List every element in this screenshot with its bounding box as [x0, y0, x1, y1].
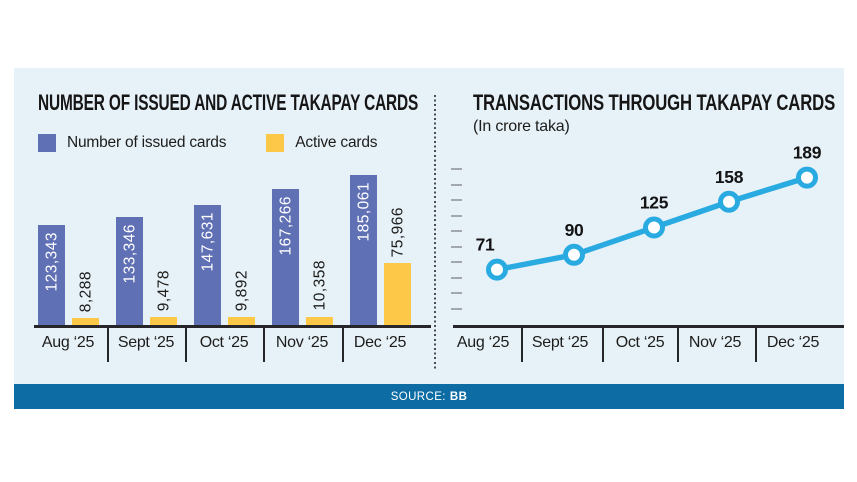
axis-separator-tick — [521, 325, 523, 362]
x-axis-label: Oct ‘25 — [199, 334, 249, 351]
x-axis-label: Sept ‘25 — [531, 334, 589, 351]
legend-item: Active cards — [266, 134, 378, 152]
axis-separator-tick — [263, 325, 265, 362]
bar-plot: 123,343 8,288 133,346 9,478 147,631 9,892 167,… — [29, 170, 419, 325]
bar-group: 133,346 9,478 — [107, 170, 185, 325]
bar-chart-title: NUMBER OF ISSUED AND ACTIVE TAKAPAY CARD… — [38, 90, 419, 115]
data-point-marker — [563, 243, 585, 266]
bar-chart-legend: Number of issued cards Active cards — [38, 134, 378, 152]
y-axis-tick — [451, 245, 462, 248]
axis-separator-tick — [107, 325, 109, 362]
bar-group: 147,631 9,892 — [185, 170, 263, 325]
legend-label: Number of issued cards — [67, 134, 227, 151]
bar-value-label: 123,343 — [42, 232, 60, 292]
legend-swatch — [266, 134, 285, 152]
panel-divider — [434, 95, 436, 369]
axis-separator-tick — [677, 325, 679, 362]
y-axis-tick — [451, 307, 462, 310]
issued-cards-bar — [194, 205, 221, 325]
axis-separator-tick — [602, 325, 604, 362]
y-axis-tick — [451, 261, 462, 263]
x-axis-label: Dec ‘25 — [766, 334, 820, 351]
active-cards-bar — [72, 318, 99, 325]
bar-group: 123,343 8,288 — [29, 170, 107, 325]
y-axis-tick — [451, 292, 462, 294]
line-chart-title: TRANSACTIONS THROUGH TAKAPAY CARDS — [473, 90, 836, 115]
bar-group: 185,061 75,966 — [341, 170, 419, 325]
source-band: SOURCE: BB — [14, 384, 844, 409]
y-axis-tick — [451, 230, 462, 232]
y-axis-tick — [451, 199, 462, 201]
active-cards-bar — [306, 316, 333, 325]
x-axis-label: Aug ‘25 — [41, 334, 95, 351]
axis-separator-tick — [185, 325, 187, 362]
bar-value-label: 9,892 — [232, 269, 250, 311]
data-point-marker — [796, 166, 818, 189]
source-label: SOURCE: — [390, 390, 446, 403]
bar-x-axis-line — [34, 325, 431, 328]
y-axis-tick — [451, 214, 462, 217]
legend-label: Active cards — [295, 134, 378, 151]
x-axis-label: Sept ‘25 — [117, 334, 175, 351]
bar-value-label: 10,358 — [310, 260, 328, 311]
data-point-value-label: 71 — [476, 235, 495, 255]
issued-cards-bar — [116, 216, 143, 325]
legend-swatch — [38, 134, 56, 152]
data-point-value-label: 189 — [793, 143, 822, 163]
line-chart-subtitle: (In crore taka) — [473, 118, 570, 135]
y-axis-tick — [451, 276, 462, 279]
data-point-marker — [486, 258, 508, 281]
axis-separator-tick — [342, 325, 344, 362]
bar-group: 167,266 10,358 — [263, 170, 341, 325]
x-axis-label: Nov ‘25 — [275, 334, 329, 351]
line-plot: 71 90 125 158 189 — [476, 143, 822, 281]
chart-panel: NUMBER OF ISSUED AND ACTIVE TAKAPAY CARD… — [14, 68, 844, 384]
y-axis-tick — [451, 183, 462, 186]
data-point-value-label: 125 — [640, 193, 669, 213]
issued-cards-bar — [350, 175, 377, 325]
data-point-marker — [643, 216, 665, 239]
issued-cards-bar — [38, 225, 65, 325]
bar-value-label: 147,631 — [198, 212, 216, 272]
legend-item: Number of issued cards — [38, 134, 226, 152]
x-axis-label: Dec ‘25 — [353, 334, 407, 351]
axis-separator-tick — [755, 325, 757, 362]
bar-value-label: 75,966 — [388, 207, 406, 258]
bar-value-label: 167,266 — [276, 196, 294, 256]
active-cards-bar — [150, 317, 177, 325]
source-value: BB — [449, 390, 468, 403]
bar-value-label: 133,346 — [120, 223, 138, 284]
issued-cards-bar — [272, 189, 299, 325]
bar-value-label: 8,288 — [76, 271, 94, 313]
y-axis-tick — [451, 168, 462, 170]
line-x-axis-line — [453, 325, 844, 328]
bar-value-label: 9,478 — [154, 270, 172, 312]
x-axis-label: Nov ‘25 — [688, 334, 742, 351]
active-cards-bar — [384, 263, 411, 325]
active-cards-bar — [228, 316, 255, 325]
bar-value-label: 185,061 — [354, 182, 372, 242]
x-axis-label: Aug ‘25 — [456, 334, 510, 351]
data-point-marker — [718, 190, 740, 213]
data-point-value-label: 158 — [715, 167, 744, 187]
x-axis-label: Oct ‘25 — [615, 334, 665, 351]
data-point-value-label: 90 — [565, 220, 584, 240]
